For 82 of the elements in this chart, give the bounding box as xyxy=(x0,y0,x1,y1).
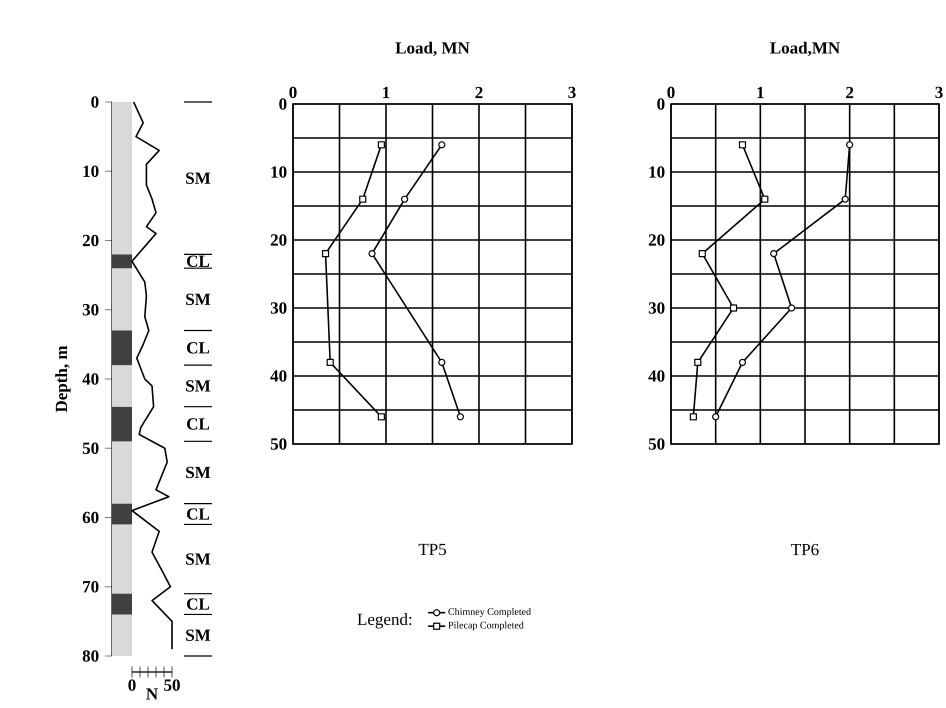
point xyxy=(738,141,746,148)
y-tick-label: 50 xyxy=(648,438,664,450)
point xyxy=(694,358,702,366)
x-tick-label: 0 xyxy=(667,86,675,98)
bar xyxy=(112,365,132,407)
y-tick-label: 40 xyxy=(270,370,286,382)
point xyxy=(438,358,446,366)
x-tick-label: 1 xyxy=(383,86,390,98)
y-axis-title: Depth, m xyxy=(55,346,71,412)
legend-title: Legend: xyxy=(357,613,412,629)
bar xyxy=(112,441,132,504)
text: SM xyxy=(186,294,210,306)
bar xyxy=(112,524,132,594)
y-tick-label: 10 xyxy=(650,166,664,178)
point xyxy=(842,196,849,203)
x-tick-label: 3 xyxy=(568,86,576,98)
text: SM xyxy=(186,553,210,565)
point xyxy=(761,196,768,203)
x-tick-label: 0 xyxy=(289,86,297,98)
y-tick-label: 0 xyxy=(657,98,664,110)
y-tick-label: 10 xyxy=(272,166,286,178)
point xyxy=(368,250,376,258)
y-tick-label: 50 xyxy=(270,438,286,450)
y-tick-label: 0 xyxy=(279,98,286,110)
point xyxy=(401,196,408,203)
text: CL xyxy=(187,508,210,520)
y-tick-label: 20 xyxy=(648,234,664,246)
text: SM xyxy=(186,172,210,184)
y-tick-label: 30 xyxy=(648,302,664,314)
x-tick-label: 2 xyxy=(475,86,483,98)
text: SM xyxy=(186,380,210,392)
bar xyxy=(112,330,132,366)
x-tick-label: 2 xyxy=(846,86,854,98)
y-tick-label: 30 xyxy=(270,302,286,314)
y-tick-label: 40 xyxy=(648,370,664,382)
point xyxy=(770,250,778,258)
legend-label: Pilecap Completed xyxy=(448,621,524,631)
text: CL xyxy=(187,256,210,267)
point xyxy=(438,141,446,148)
text: SM xyxy=(186,466,210,478)
y-tick-label: 20 xyxy=(270,234,286,246)
x-tick-label: 3 xyxy=(935,86,943,98)
y-tick-label: 10 xyxy=(84,166,98,177)
y-tick-label: 30 xyxy=(82,304,98,316)
x-axis-title: Load, MN xyxy=(395,42,470,56)
y-tick-label: 20 xyxy=(82,234,98,246)
text: CL xyxy=(187,418,210,430)
point xyxy=(712,413,720,420)
point xyxy=(738,358,746,366)
y-tick-label: 0 xyxy=(91,96,98,108)
point xyxy=(322,250,330,258)
point xyxy=(359,196,366,203)
point xyxy=(378,141,385,148)
point xyxy=(378,413,385,420)
bar xyxy=(112,504,132,524)
x-axis-title: N xyxy=(146,688,158,700)
y-tick-label: 70 xyxy=(83,581,98,592)
y-tick-label: 80 xyxy=(82,650,98,662)
x-tick-label: 1 xyxy=(757,86,764,98)
point xyxy=(730,304,738,312)
bar xyxy=(112,254,132,268)
text: TP6 xyxy=(791,544,819,556)
point xyxy=(456,413,464,420)
bar xyxy=(112,406,132,442)
text: SM xyxy=(186,630,210,641)
point xyxy=(698,250,706,258)
bar xyxy=(112,268,132,331)
y-tick-label: 40 xyxy=(82,373,98,385)
bar xyxy=(112,102,132,254)
y-tick-label: 60 xyxy=(82,512,98,524)
text: CL xyxy=(187,342,210,354)
point xyxy=(846,141,854,148)
point xyxy=(326,358,334,366)
legend-label: Chimney Completed xyxy=(448,608,531,618)
point xyxy=(690,413,697,420)
point xyxy=(788,304,796,312)
text: CL xyxy=(187,598,210,610)
bar xyxy=(112,594,132,614)
y-tick-label: 50 xyxy=(82,442,98,454)
text: TP5 xyxy=(418,544,446,556)
bar xyxy=(112,614,132,656)
x-axis-title: Load,MN xyxy=(770,42,840,56)
